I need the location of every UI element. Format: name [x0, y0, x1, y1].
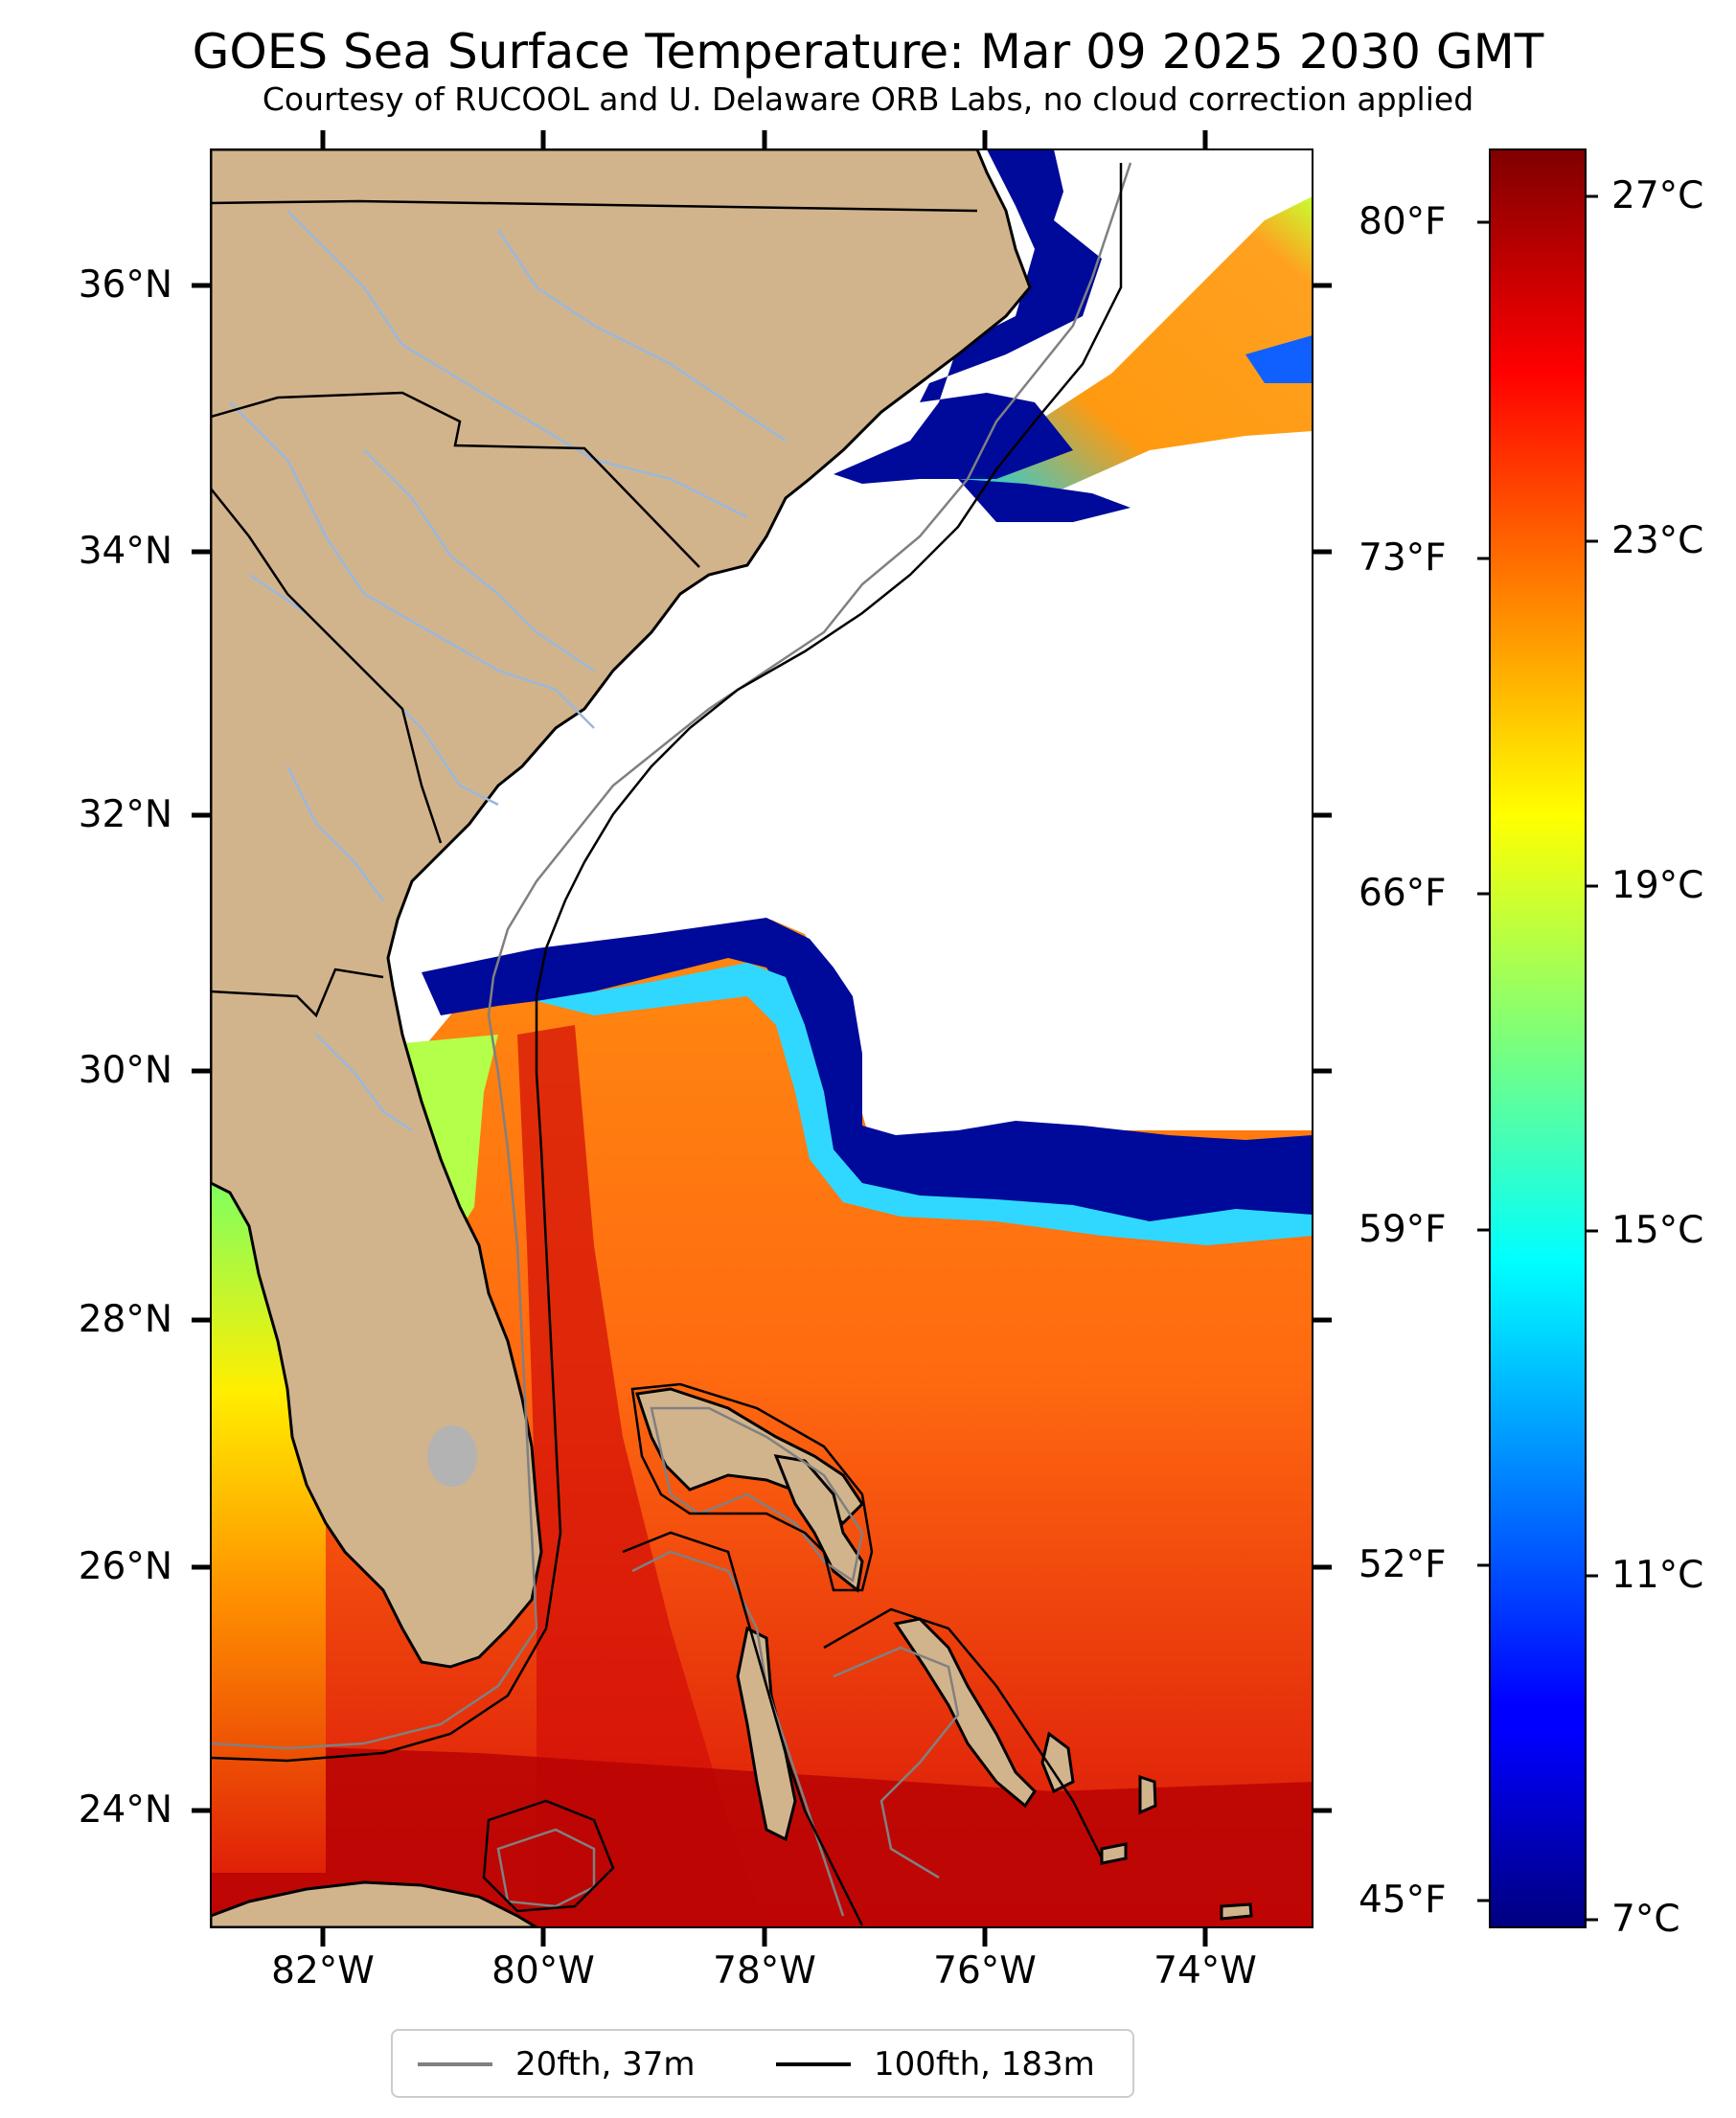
- fahrenheit-label-59: 59°F: [1359, 1208, 1447, 1251]
- map-subtitle: Courtesy of RUCOOL and U. Delaware ORB L…: [262, 80, 1474, 118]
- colorbar-label-15c: 15°C: [1611, 1209, 1704, 1252]
- colorbar-label-19c: 19°C: [1611, 864, 1704, 907]
- colorbar-label-27c: 27°C: [1611, 174, 1704, 217]
- map-title: GOES Sea Surface Temperature: Mar 09 202…: [192, 24, 1544, 80]
- rivers: [229, 210, 787, 1132]
- colorbar-label-23c: 23°C: [1611, 519, 1704, 562]
- nc-cold-band: [834, 149, 1102, 484]
- axis-ticks: [192, 130, 1332, 1947]
- fahrenheit-label-45: 45°F: [1359, 1879, 1447, 1922]
- cold-front-edge: [537, 963, 1313, 1245]
- lon-label-74w: 74°W: [1154, 1949, 1257, 1993]
- legend-item-20fth: 20fth, 37m: [418, 2043, 696, 2085]
- lon-label-78w: 78°W: [713, 1949, 816, 1993]
- isobath-legend: 20fth, 37m 100fth, 183m: [391, 2029, 1134, 2098]
- cold-front-band: [422, 918, 1313, 1226]
- colorbar-ticks: [1477, 194, 1598, 1922]
- map-plot-area: [211, 149, 1313, 1927]
- shelf-cool-water: [393, 1035, 498, 1245]
- lat-label-30n: 30°N: [78, 1049, 172, 1092]
- legend-label-100fth: 100fth, 183m: [874, 2045, 1095, 2084]
- state-borders: [211, 199, 978, 1018]
- lat-label-32n: 32°N: [78, 793, 172, 836]
- colorbar: [1489, 148, 1587, 1928]
- isobath-100fth: [211, 163, 1123, 1926]
- fahrenheit-label-73: 73°F: [1359, 536, 1447, 580]
- lon-label-82w: 82°W: [271, 1949, 375, 1993]
- fahrenheit-label-66: 66°F: [1359, 872, 1447, 915]
- lat-label-26n: 26°N: [78, 1545, 172, 1588]
- lat-label-36n: 36°N: [78, 263, 172, 307]
- land-mass: [211, 149, 1032, 1669]
- map-frame: [210, 148, 1313, 1928]
- lon-label-76w: 76°W: [933, 1949, 1037, 1993]
- bahamas-islands: [635, 1387, 1253, 1921]
- legend-label-20fth: 20fth, 37m: [515, 2045, 696, 2084]
- legend-swatch-100fth: [776, 2062, 851, 2066]
- fahrenheit-label-52: 52°F: [1359, 1543, 1447, 1586]
- lat-label-28n: 28°N: [78, 1298, 172, 1341]
- gulf-stream-core: [517, 1025, 766, 1927]
- lat-label-24n: 24°N: [78, 1788, 172, 1832]
- lake-okeechobee: [427, 1425, 477, 1487]
- fahrenheit-label-80: 80°F: [1359, 200, 1447, 243]
- nc-offshore-blue: [1245, 335, 1313, 383]
- cuba-coast: [211, 1880, 539, 1927]
- lon-label-80w: 80°W: [491, 1949, 595, 1993]
- nc-cold-band-2: [958, 479, 1131, 522]
- lat-label-34n: 34°N: [78, 530, 172, 573]
- legend-swatch-20fth: [418, 2062, 492, 2066]
- legend-item-100fth: 100fth, 183m: [776, 2043, 1095, 2085]
- colorbar-label-11c: 11°C: [1611, 1554, 1704, 1597]
- colorbar-label-7c: 7°C: [1611, 1898, 1680, 1941]
